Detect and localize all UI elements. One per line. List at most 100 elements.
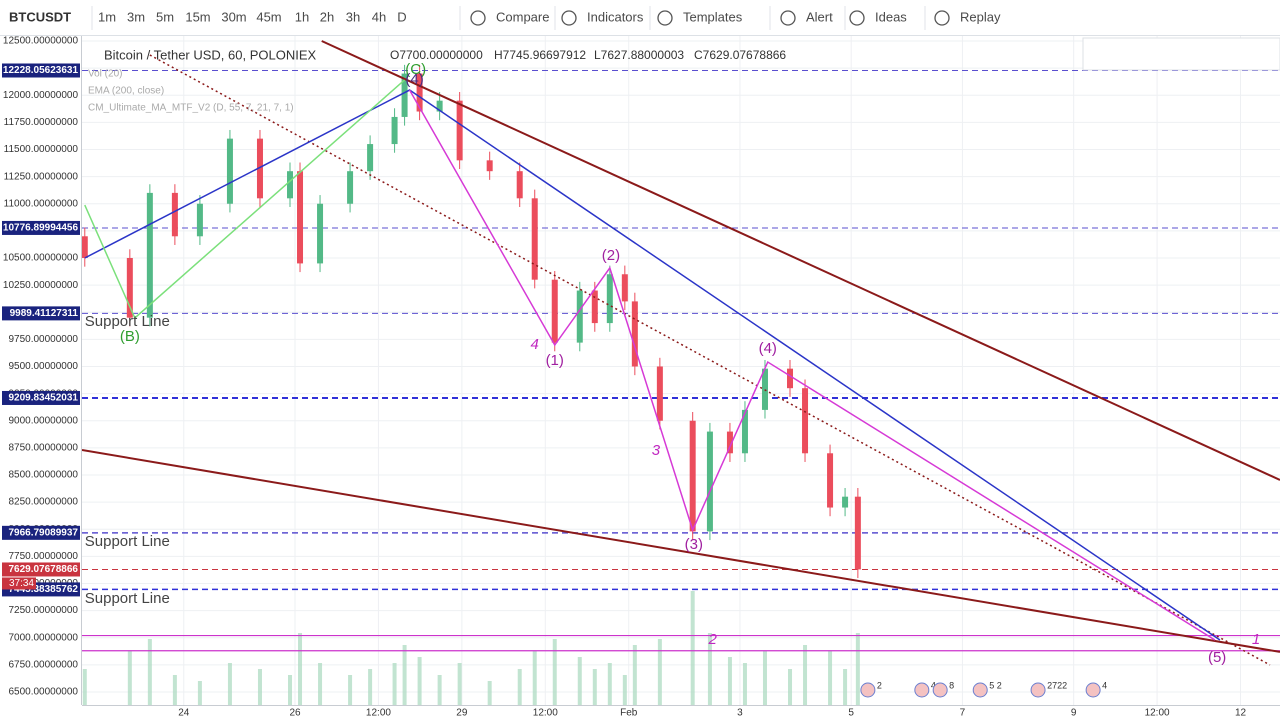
drawing-toolbar[interactable] xyxy=(1082,37,1280,71)
y-tick-label: 8500.00000000 xyxy=(8,470,78,481)
candle-body xyxy=(706,431,713,532)
toolbar-button[interactable]: Alert xyxy=(806,9,833,24)
toolbar xyxy=(0,0,1280,36)
wave-label: (3) xyxy=(685,536,703,553)
ohlc-label: H7745.96697912 xyxy=(494,48,586,62)
interval-button[interactable]: 45m xyxy=(256,9,281,24)
candle-body xyxy=(171,192,178,237)
event-icon[interactable] xyxy=(1030,682,1046,698)
volume-bar xyxy=(457,663,462,705)
button-icon xyxy=(849,10,865,26)
volume-bar xyxy=(127,651,132,705)
trend-line xyxy=(321,40,1280,481)
wave-label: (1) xyxy=(546,352,564,369)
volume-bar xyxy=(227,663,232,705)
support-label: Support Line xyxy=(85,533,170,550)
volume-bar xyxy=(707,633,712,705)
price-level-label: 7966.79089937 xyxy=(8,527,78,538)
candle-body xyxy=(787,368,794,389)
candle-body xyxy=(827,453,834,508)
volume-bar xyxy=(437,675,442,705)
event-label: 4 xyxy=(931,680,936,690)
toolbar-button[interactable]: Compare xyxy=(496,9,549,24)
candle-body xyxy=(456,100,463,161)
volume-bar xyxy=(532,651,537,705)
event-icon[interactable] xyxy=(972,682,988,698)
x-tick-label: Feb xyxy=(620,708,638,719)
x-tick-label: 12:00 xyxy=(1145,708,1170,719)
x-tick-label: 24 xyxy=(178,708,190,719)
y-tick-label: 10250.00000000 xyxy=(3,280,79,291)
interval-button[interactable]: 4h xyxy=(372,9,386,24)
candle-body xyxy=(854,496,861,570)
volume-bar xyxy=(298,633,303,705)
wave-label: 3 xyxy=(652,442,661,459)
event-label: 4 xyxy=(1102,680,1107,690)
price-level-tag xyxy=(2,525,80,540)
chart-title: Bitcoin / Tether USD, 60, POLONIEX xyxy=(104,47,317,62)
event-icon[interactable] xyxy=(1085,682,1101,698)
candle-body xyxy=(551,279,558,343)
x-tick-label: 12 xyxy=(1235,708,1247,719)
toolbar-button[interactable]: Indicators xyxy=(587,9,644,24)
symbol[interactable]: BTCUSDT xyxy=(9,9,71,24)
volume-bar xyxy=(762,651,767,705)
interval-button[interactable]: 30m xyxy=(221,9,246,24)
volume-bar xyxy=(288,675,293,705)
volume-bar xyxy=(417,657,422,705)
indicator-label: CM_Ultimate_MA_MTF_V2 (D, 55, 7, 21, 7, … xyxy=(88,103,294,114)
interval-button[interactable]: 3h xyxy=(346,9,360,24)
event-icon[interactable] xyxy=(914,682,930,698)
price-level-label: 9989.41127311 xyxy=(10,308,79,319)
price-level-tag xyxy=(2,306,80,321)
volume-bar xyxy=(552,639,557,705)
y-tick-label: 7000.00000000 xyxy=(8,632,78,643)
wave-label: (B) xyxy=(120,328,140,345)
volume-bar xyxy=(632,645,637,705)
wave-label: (C) xyxy=(405,61,426,78)
candle-body xyxy=(196,203,203,237)
volume-bar xyxy=(348,675,353,705)
toolbar-button[interactable]: Templates xyxy=(683,9,743,24)
volume-bar xyxy=(197,681,202,705)
candle-body xyxy=(436,100,443,112)
interval-button[interactable]: 2h xyxy=(320,9,334,24)
candle-body xyxy=(516,171,523,199)
x-tick-label: 12:00 xyxy=(366,708,391,719)
volume-bar xyxy=(657,639,662,705)
price-level-label: 7445.38385762 xyxy=(8,584,78,595)
volume-bar xyxy=(257,669,262,705)
wave-label: (5) xyxy=(1208,649,1226,666)
interval-button[interactable]: 15m xyxy=(185,9,210,24)
candle-body xyxy=(82,236,88,258)
event-icon[interactable] xyxy=(932,682,948,698)
toolbar-button[interactable]: Replay xyxy=(960,9,1001,24)
volume-bar xyxy=(622,675,627,705)
button-icon xyxy=(657,10,673,26)
volume-bar xyxy=(607,663,612,705)
y-tick-label: 9750.00000000 xyxy=(8,334,78,345)
interval-button[interactable]: 1h xyxy=(295,9,309,24)
ohlc-label: L7627.88000003 xyxy=(594,48,684,62)
toolbar-button[interactable]: Ideas xyxy=(875,9,907,24)
interval-button[interactable]: 3m xyxy=(127,9,145,24)
volume-bar xyxy=(318,663,323,705)
x-tick-label: 9 xyxy=(1071,708,1077,719)
candle-body xyxy=(606,274,613,324)
volume-bar xyxy=(577,657,582,705)
event-icon[interactable] xyxy=(860,682,876,698)
interval-button[interactable]: D xyxy=(397,9,406,24)
candle-body xyxy=(689,420,696,532)
candle-body xyxy=(256,138,263,199)
interval-button[interactable]: 5m xyxy=(156,9,174,24)
candle-body xyxy=(297,171,304,264)
interval-button[interactable]: 1m xyxy=(98,9,116,24)
trend-line xyxy=(408,89,1216,641)
price-level-tag xyxy=(2,220,80,235)
y-tick-label: 7250.00000000 xyxy=(8,605,78,616)
price-level-label: 9209.83452031 xyxy=(8,393,78,404)
x-tick-label: 26 xyxy=(289,708,301,719)
ohlc-label: C7629.07678866 xyxy=(694,48,786,62)
y-tick-label: 8250.00000000 xyxy=(8,497,78,508)
